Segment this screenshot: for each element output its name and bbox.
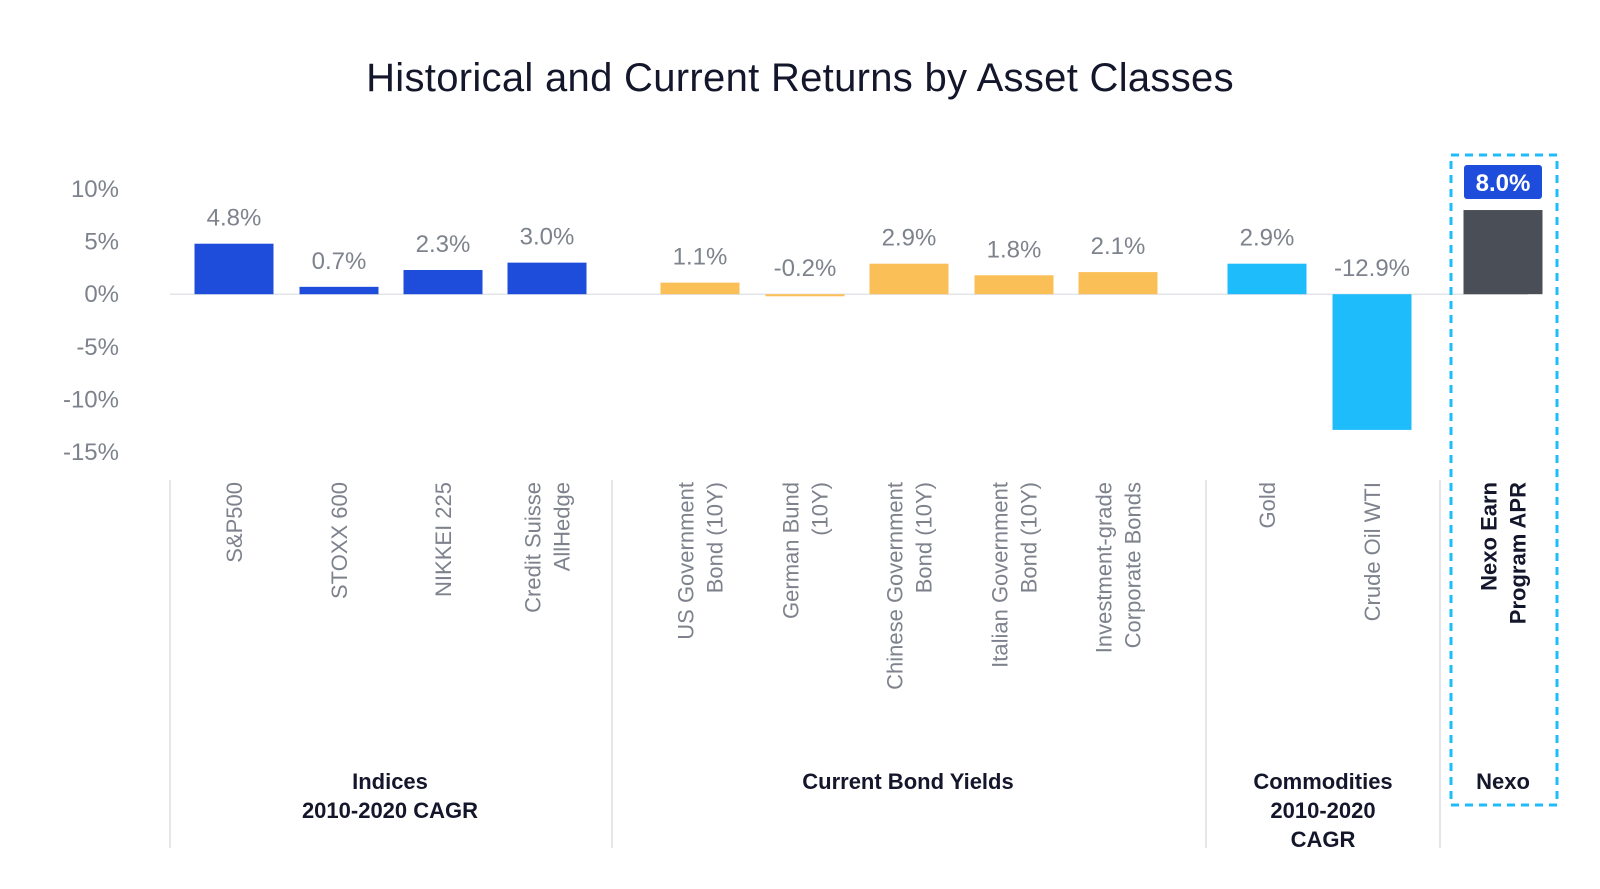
value-label: 1.1% — [673, 244, 728, 271]
group-label: Nexo — [1476, 769, 1530, 794]
category-label: AllHedge — [550, 482, 575, 571]
category-label: Credit Suisse — [521, 482, 546, 613]
category-label: Italian Government — [988, 482, 1013, 668]
bar — [1463, 210, 1543, 295]
bar — [507, 262, 587, 295]
bar — [403, 270, 483, 295]
y-tick-label: -15% — [63, 439, 119, 466]
value-label: -0.2% — [774, 255, 837, 282]
value-label: 2.9% — [882, 225, 937, 252]
chart-title: Historical and Current Returns by Asset … — [366, 56, 1234, 100]
category-label: Bond (10Y) — [703, 482, 728, 593]
value-label: 2.9% — [1240, 225, 1295, 252]
bar — [299, 286, 379, 295]
value-label: 2.1% — [1091, 233, 1146, 260]
category-label: Chinese Government — [883, 482, 908, 690]
value-label: 2.3% — [416, 231, 471, 258]
group-label: CAGR — [1291, 827, 1356, 852]
value-label: 1.8% — [987, 236, 1042, 263]
group-label: Current Bond Yields — [802, 769, 1013, 794]
bar — [869, 263, 949, 295]
category-label: US Government — [674, 482, 699, 640]
category-label: S&P500 — [222, 482, 247, 563]
value-label: -12.9% — [1334, 255, 1410, 282]
value-label: 0.7% — [312, 248, 367, 275]
category-label: Gold — [1255, 482, 1280, 528]
group-label: Indices — [352, 769, 428, 794]
group-label: 2010-2020 — [1270, 798, 1375, 823]
bar — [974, 275, 1054, 295]
y-tick-label: 0% — [84, 281, 119, 308]
y-tick-label: -5% — [76, 334, 119, 361]
category-label: Corporate Bonds — [1121, 482, 1146, 648]
bar — [1227, 263, 1307, 295]
value-label: 4.8% — [207, 205, 262, 232]
category-label: Bond (10Y) — [1017, 482, 1042, 593]
value-label: 3.0% — [520, 224, 575, 251]
bar — [1332, 294, 1412, 430]
group-label: 2010-2020 CAGR — [302, 798, 478, 823]
value-label: 8.0% — [1476, 170, 1531, 197]
y-tick-label: 5% — [84, 229, 119, 256]
category-label: Nexo Earn — [1477, 482, 1502, 591]
category-label: Program APR — [1506, 482, 1531, 624]
category-label: Investment-grade — [1092, 482, 1117, 653]
value-badge — [1464, 165, 1542, 200]
bar — [194, 243, 274, 295]
group-label: Commodities — [1253, 769, 1392, 794]
category-label: Crude Oil WTI — [1360, 482, 1385, 621]
bar — [660, 282, 740, 295]
bar — [765, 294, 845, 297]
y-tick-label: -10% — [63, 386, 119, 413]
y-tick-label: 10% — [71, 176, 119, 203]
category-label: NIKKEI 225 — [431, 482, 456, 597]
category-label: German Bund — [779, 482, 804, 619]
bar — [1078, 272, 1158, 295]
category-label: (10Y) — [808, 482, 833, 536]
category-label: Bond (10Y) — [912, 482, 937, 593]
category-label: STOXX 600 — [327, 482, 352, 599]
